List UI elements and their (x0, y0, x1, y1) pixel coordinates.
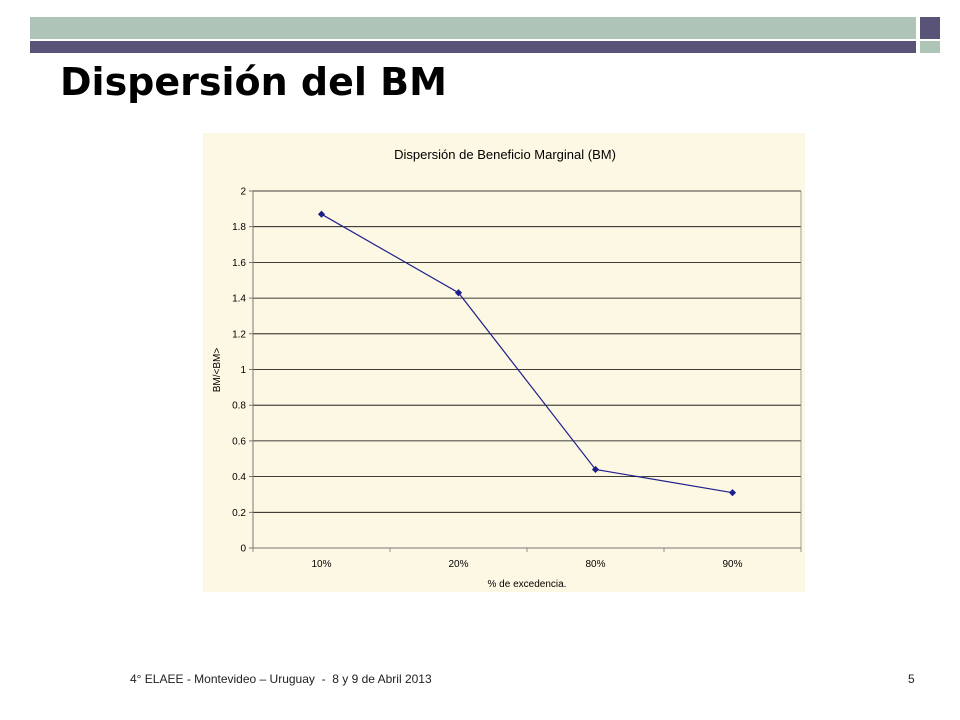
y-tick-label: 0.6 (232, 436, 246, 447)
chart-title: Dispersión de Beneficio Marginal (BM) (394, 147, 616, 162)
corner-square-purple (920, 17, 940, 39)
page-number: 5 (908, 672, 915, 686)
data-point (454, 289, 463, 297)
line-chart: 0 0.2 0.4 0.6 0.8 1 1.2 1.4 1.6 1.8 2 10% 20% 80% 90%… (212, 147, 802, 590)
x-tick-label: 10% (311, 559, 331, 570)
y-tick-label: 0.4 (232, 472, 246, 483)
x-tick-label: 20% (448, 559, 468, 570)
header-band-green (30, 17, 916, 39)
data-point (591, 465, 600, 474)
y-tick-label: 1.8 (232, 222, 246, 233)
y-tick-label: 0.2 (232, 508, 246, 519)
y-tick-label: 0.8 (232, 401, 246, 412)
header-band-purple (30, 41, 916, 53)
x-tick-label: 90% (722, 559, 742, 570)
y-tick-label: 0 (240, 544, 246, 555)
x-axis-title: % de excedencia. (488, 579, 567, 590)
slide-title: Dispersión del BM (60, 60, 447, 104)
grid-lines (253, 190, 801, 513)
y-tick-labels: 0 0.2 0.4 0.6 0.8 1 1.2 1.4 1.6 1.8 2 (232, 187, 246, 555)
chart-container: 0 0.2 0.4 0.6 0.8 1 1.2 1.4 1.6 1.8 2 10% 20% 80% 90%… (203, 133, 805, 592)
data-point (728, 489, 737, 497)
y-tick-label: 2 (240, 187, 246, 198)
y-tick-label: 1.2 (232, 329, 246, 340)
y-tick-label: 1.6 (232, 258, 246, 269)
y-axis-title: BM/<BM> (212, 348, 223, 393)
series-layer (317, 210, 737, 497)
series-line (321, 213, 733, 494)
data-point (317, 210, 326, 218)
y-tick-label: 1 (240, 365, 246, 376)
x-tick-label: 80% (585, 559, 605, 570)
footer-text: 4° ELAEE - Montevideo – Uruguay - 8 y 9 … (130, 672, 432, 686)
axes (249, 190, 802, 552)
y-tick-label: 1.4 (232, 294, 246, 305)
x-tick-labels: 10% 20% 80% 90% (311, 559, 742, 570)
corner-square-green (920, 41, 940, 53)
